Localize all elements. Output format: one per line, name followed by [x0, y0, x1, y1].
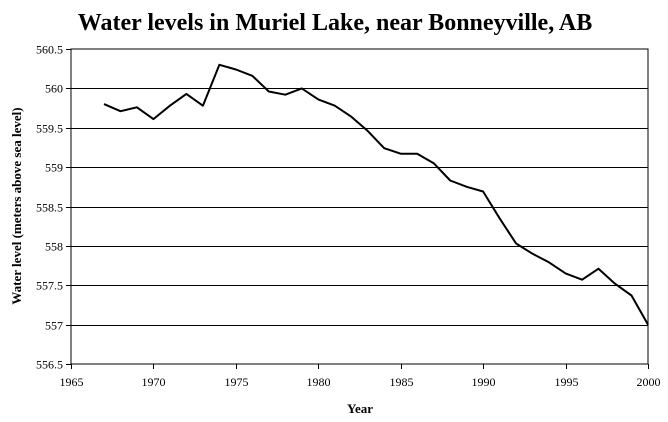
- x-tick-label: 1970: [142, 375, 166, 389]
- x-tick-label: 1965: [60, 375, 84, 389]
- plot-area: [70, 48, 649, 365]
- y-tick-label: 557.5: [36, 279, 63, 293]
- y-tick-label: 560.5: [36, 43, 63, 57]
- y-tick-label: 556.5: [36, 358, 63, 372]
- y-axis-ticks: 556.5 557 557.5 558 558.5 559 559.5 560 560.5: [36, 43, 71, 372]
- series-line: [103, 63, 649, 326]
- x-tick-label: 1980: [307, 375, 331, 389]
- y-tick-label: 557: [45, 319, 63, 333]
- x-tick-label: 1985: [390, 375, 414, 389]
- x-axis-label: Year: [347, 401, 373, 416]
- x-tick-label: 1995: [555, 375, 579, 389]
- y-axis-label: Water level (meters above sea level): [9, 107, 24, 304]
- y-tick-label: 559: [45, 161, 63, 175]
- x-axis-ticks: 1965 1970 1975 1980 1985 1990 1995 2000: [60, 364, 661, 389]
- x-tick-label: 1990: [472, 375, 496, 389]
- x-tick-label: 2000: [637, 375, 661, 389]
- y-tick-label: 558.5: [36, 201, 63, 215]
- y-tick-label: 558: [45, 240, 63, 254]
- x-tick-label: 1975: [225, 375, 249, 389]
- y-tick-label: 560: [45, 82, 63, 96]
- series-layer: [103, 63, 649, 326]
- chart-title: Water levels in Muriel Lake, near Bonney…: [78, 10, 592, 36]
- y-tick-label: 559.5: [36, 122, 63, 136]
- gridlines: [71, 88, 648, 326]
